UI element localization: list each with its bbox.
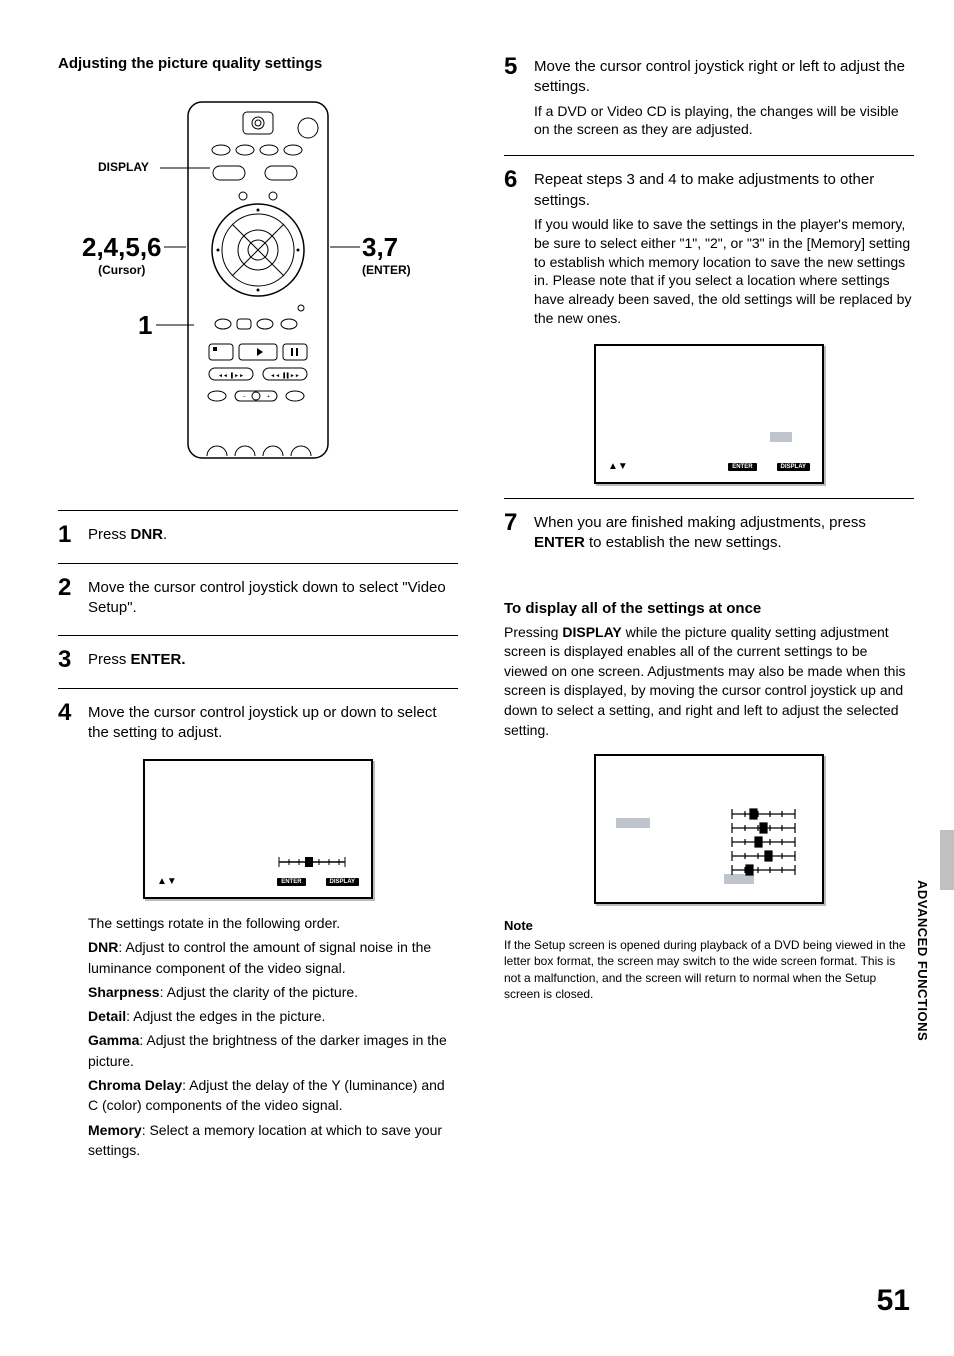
section-title: Adjusting the picture quality settings <box>58 55 458 72</box>
callout-cursor: 2,4,5,6 (Cursor) <box>82 232 162 277</box>
step-6: 6 Repeat steps 3 and 4 to make adjustmen… <box>504 168 914 328</box>
divider <box>58 510 458 511</box>
all-settings-body: Pressing DISPLAY while the picture quali… <box>504 623 914 741</box>
display-label: DISPLAY <box>777 463 810 471</box>
enter-label: ENTER <box>728 463 756 471</box>
side-tab <box>940 830 954 890</box>
gray-indicator <box>770 432 792 442</box>
left-column: Adjusting the picture quality settings <box>58 55 458 1164</box>
divider <box>504 155 914 156</box>
note-title: Note <box>504 918 914 933</box>
divider <box>58 563 458 564</box>
side-label: ADVANCED FUNCTIONS <box>915 880 930 1041</box>
step-7: 7 When you are finished making adjustmen… <box>504 511 914 554</box>
svg-text:+: + <box>267 394 270 400</box>
settings-descriptions: The settings rotate in the following ord… <box>88 913 458 1160</box>
gray-indicator <box>616 818 650 828</box>
all-settings-diagram <box>594 754 824 904</box>
memory-screen-diagram: ▲▼ ENTER DISPLAY <box>594 344 824 484</box>
step-5: 5 Move the cursor control joystick right… <box>504 55 914 139</box>
svg-text:–: – <box>243 394 246 400</box>
remote-diagram: ◄◄ ▐ ►► ◄◄ ▐▐ ►► – + DISPLAY 2,4,5,6 (Cu… <box>78 100 438 480</box>
sliders-icon <box>730 808 800 878</box>
svg-text:◄◄ ▐ ►►: ◄◄ ▐ ►► <box>218 372 244 379</box>
enter-label: ENTER <box>277 878 305 886</box>
note-body: If the Setup screen is opened during pla… <box>504 937 914 1002</box>
up-down-icon: ▲▼ <box>157 876 177 887</box>
setting-screen-diagram: ▲▼ ENTER DISPLAY <box>143 759 373 899</box>
callout-enter: 3,7 (ENTER) <box>362 232 411 277</box>
divider <box>58 635 458 636</box>
right-column: 5 Move the cursor control joystick right… <box>504 55 914 1002</box>
step-2: 2 Move the cursor control joystick down … <box>58 576 458 619</box>
all-settings-title: To display all of the settings at once <box>504 600 914 617</box>
divider <box>58 688 458 689</box>
up-down-icon: ▲▼ <box>608 461 628 472</box>
remote-svg: ◄◄ ▐ ►► ◄◄ ▐▐ ►► – + <box>183 100 333 460</box>
callout-one: 1 <box>138 310 152 341</box>
page-number: 51 <box>877 1284 910 1318</box>
slider-icon <box>277 855 347 869</box>
divider <box>504 498 914 499</box>
step-1: 1 Press DNR. <box>58 523 458 547</box>
step-3: 3 Press ENTER. <box>58 648 458 672</box>
display-label: DISPLAY <box>326 878 359 886</box>
step-4: 4 Move the cursor control joystick up or… <box>58 701 458 744</box>
callout-display: DISPLAY <box>98 158 149 174</box>
svg-text:◄◄ ▐▐ ►►: ◄◄ ▐▐ ►► <box>270 372 300 379</box>
